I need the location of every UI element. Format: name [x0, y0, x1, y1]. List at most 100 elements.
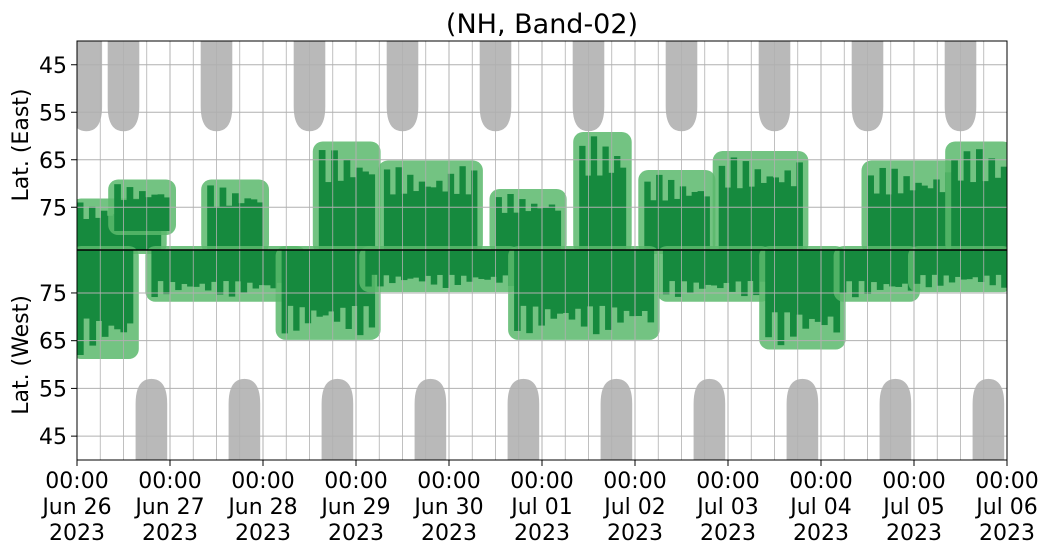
gray-regions — [77, 41, 1005, 460]
green-region-top-9-col-7 — [909, 190, 916, 250]
green-region-bottom-7-col-2 — [852, 250, 859, 298]
green-region-top-2-col-4 — [232, 193, 239, 250]
green-region-bottom-0-col-3 — [95, 250, 103, 321]
green-region-bottom-2-col-11 — [345, 250, 352, 329]
x-tick-label: 00:00 — [231, 469, 294, 494]
green-region-bottom-1-col-12 — [222, 250, 230, 282]
green-region-bottom-1-col-9 — [204, 250, 212, 291]
green-region-bottom-4-col-13 — [592, 250, 600, 335]
green-region-top-4-col-10 — [442, 191, 449, 250]
green-region-top-8-col-8 — [766, 176, 774, 250]
green-region-top-5-col-10 — [554, 210, 562, 250]
green-region-bottom-8-col-11 — [977, 250, 985, 282]
green-region-bottom-4-col-14 — [599, 250, 606, 306]
green-region-bottom-3-col-22 — [496, 250, 503, 283]
green-region-bottom-1-col-2 — [163, 250, 170, 295]
green-region-bottom-5-col-3 — [680, 250, 688, 282]
green-region-bottom-1-col-13 — [228, 250, 236, 297]
green-region-bottom-5-col-15 — [753, 250, 760, 296]
x-tick-label: Jun 26 — [40, 495, 111, 520]
green-region-top-5-col-4 — [519, 199, 526, 250]
green-region-bottom-4-col-11 — [580, 250, 588, 327]
green-region-top-1-col-2 — [126, 187, 134, 231]
green-region-top-6-col-4 — [602, 146, 609, 250]
green-region-top-9-col-1 — [873, 193, 880, 250]
green-region-bottom-1-col-0 — [151, 250, 158, 298]
green-region-top-7-col-1 — [650, 200, 657, 250]
green-region-top-4-col-3 — [401, 193, 408, 250]
green-region-bottom-7-col-1 — [845, 250, 853, 282]
x-tick-label: 2023 — [700, 521, 756, 546]
green-region-top-10-col-7 — [994, 177, 1002, 250]
green-region-top-10-col-6 — [988, 158, 996, 250]
green-region-bottom-2-col-12 — [351, 250, 358, 307]
x-tick-label: 2023 — [142, 521, 198, 546]
green-region-bottom-5-col-0 — [662, 250, 670, 295]
green-region-bottom-3-col-20 — [484, 250, 491, 280]
green-region-top-10-col-4 — [976, 149, 983, 250]
green-region-top-3-col-7 — [362, 171, 369, 250]
green-region-top-5-col-7 — [536, 208, 544, 250]
green-region-bottom-1-col-20 — [270, 250, 277, 289]
green-region-top-2-col-5 — [238, 203, 245, 250]
green-region-bottom-3-col-14 — [448, 250, 456, 275]
green-region-bottom-2-col-3 — [299, 250, 306, 308]
green-region-top-0-col-0 — [77, 202, 84, 250]
green-region-top-8-col-13 — [796, 162, 803, 250]
green-region-bottom-3-col-15 — [454, 250, 462, 285]
green-region-bottom-2-col-7 — [322, 250, 329, 316]
green-region-top-0-col-1 — [82, 218, 90, 250]
green-region-bottom-1-col-3 — [169, 250, 176, 283]
green-region-bottom-8-col-15 — [1001, 250, 1007, 288]
green-region-top-4-col-8 — [430, 187, 437, 250]
gray-region-bottom-1 — [228, 378, 261, 460]
green-region-bottom-5-col-8 — [711, 250, 718, 286]
green-region-top-5-col-8 — [542, 207, 550, 250]
green-region-top-3-col-3 — [337, 180, 345, 250]
x-tick-label: 2023 — [979, 521, 1035, 546]
green-region-bottom-3-col-5 — [395, 250, 402, 277]
green-region-top-9-col-11 — [933, 179, 940, 250]
green-region-top-9-col-12 — [939, 192, 946, 250]
green-region-bottom-4-col-2 — [526, 250, 533, 334]
green-region-bottom-8-col-3 — [931, 250, 938, 275]
green-region-bottom-4-col-0 — [514, 250, 521, 331]
green-region-bottom-1-col-10 — [210, 250, 218, 282]
green-region-top-5-col-2 — [507, 194, 514, 250]
green-region-bottom-4-col-22 — [647, 250, 655, 323]
green-region-top-7-col-10 — [703, 196, 710, 250]
y-tick-label-top: 55 — [39, 101, 67, 126]
green-region-top-4-col-6 — [418, 181, 426, 250]
green-region-top-8-col-3 — [736, 188, 744, 250]
green-region-top-3-col-5 — [349, 177, 357, 250]
green-region-bottom-6-col-2 — [777, 250, 785, 346]
green-region-bottom-5-col-4 — [686, 250, 694, 293]
green-region-top-5-col-0 — [495, 197, 502, 250]
green-region-top-5-col-3 — [513, 212, 520, 250]
gray-region-bottom-4 — [507, 378, 540, 460]
green-region-top-7-col-4 — [667, 179, 675, 250]
green-region-top-9-col-2 — [879, 167, 886, 250]
green-region-top-7-col-2 — [656, 174, 663, 250]
green-region-top-4-col-14 — [465, 194, 472, 250]
x-tick-label: 00:00 — [696, 469, 759, 494]
green-region-bottom-4-col-7 — [556, 250, 564, 314]
green-region-top-2-col-7 — [250, 199, 258, 250]
green-region-bottom-4-col-8 — [562, 250, 570, 313]
green-region-top-8-col-9 — [772, 177, 779, 250]
x-tick-label: Jul 01 — [509, 495, 573, 520]
green-region-bottom-8-col-9 — [966, 250, 973, 280]
green-regions — [77, 132, 1007, 359]
green-region-bottom-4-col-21 — [641, 250, 649, 312]
green-region-bottom-1-col-5 — [181, 250, 188, 284]
green-region-bottom-5-col-10 — [723, 250, 730, 283]
green-region-top-1-col-8 — [163, 197, 171, 231]
x-tick-label: Jul 04 — [788, 495, 852, 520]
x-tick-label: Jun 29 — [319, 495, 390, 520]
x-tick-label: 00:00 — [45, 469, 108, 494]
green-region-bottom-5-col-2 — [674, 250, 682, 297]
x-tick-label: 2023 — [607, 521, 663, 546]
green-region-top-4-col-1 — [389, 194, 397, 250]
x-tick-label: 2023 — [514, 521, 570, 546]
x-tick-label: 00:00 — [882, 469, 945, 494]
